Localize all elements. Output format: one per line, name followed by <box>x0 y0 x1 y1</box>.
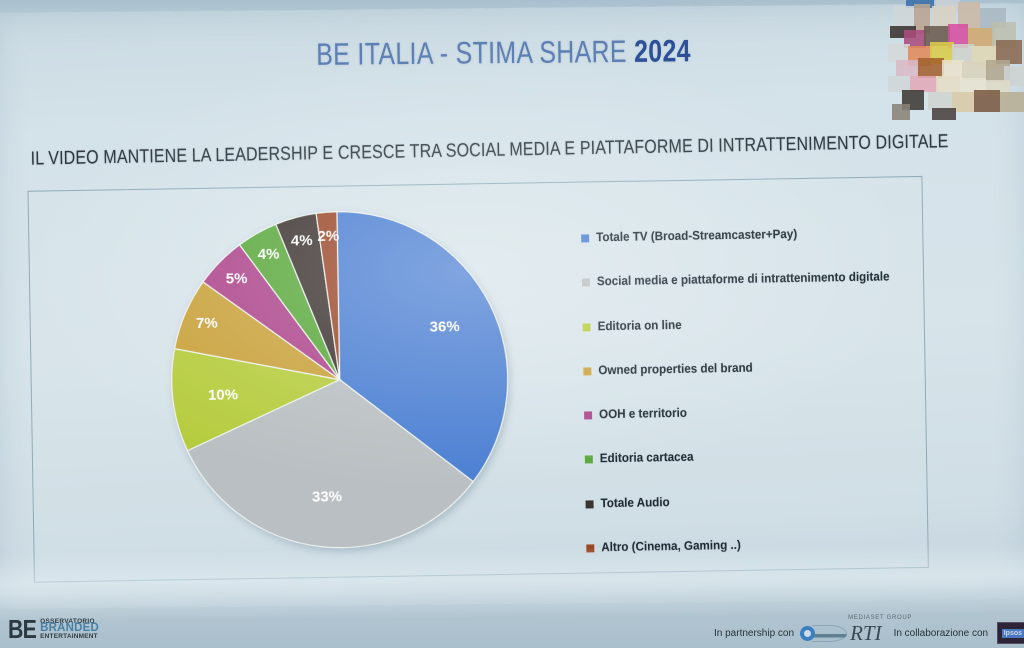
legend-color-swatch-icon <box>582 322 591 332</box>
pie-slice-value-label: 4% <box>291 232 313 249</box>
legend-item[interactable]: Editoria on line <box>582 314 914 364</box>
be-logo-mark: BE <box>8 614 37 644</box>
collaboration-label: In collaborazione con <box>893 627 989 639</box>
gear-icon <box>800 625 816 641</box>
legend-item-label: Totale Audio <box>600 494 670 510</box>
be-logo-wordmark: OSSERVATORIO BRANDED ENTERTAINMENT <box>40 618 99 641</box>
pie-slice-value-label: 33% <box>312 488 342 505</box>
legend-color-swatch-icon <box>584 455 593 464</box>
pie-slice-value-label: 36% <box>429 318 459 335</box>
decorative-mosaic-graphic <box>888 0 1024 120</box>
swoosh-icon <box>812 624 848 642</box>
mosaic-tile <box>892 104 910 120</box>
be-observatory-logo: BE OSSERVATORIO BRANDED ENTERTAINMENT <box>8 616 99 642</box>
pie-slice-value-label: 5% <box>226 270 248 287</box>
mosaic-tile <box>932 108 956 120</box>
legend-item-label: Editoria on line <box>597 317 682 333</box>
pie-chart-svg: 36%33%10%7%5%4%4% 2% <box>171 209 509 549</box>
legend-item[interactable]: Altro (Cinema, Gaming ..) <box>586 535 917 585</box>
ipsos-doxa-logo: Ipsos Doxa <box>997 622 1024 644</box>
pie-slice[interactable] <box>171 346 342 452</box>
mosaic-tile <box>924 26 950 46</box>
legend-item-label: OOH e territorio <box>598 405 688 422</box>
pie-slice[interactable] <box>336 209 509 484</box>
footer-partners: In partnership con MEDIASET GROUP RTI In… <box>714 615 1024 645</box>
rti-wordmark: RTI <box>850 620 882 645</box>
legend-item[interactable]: OOH e territorio <box>584 402 915 452</box>
legend-item[interactable]: Owned properties del brand <box>583 358 914 408</box>
legend-color-swatch-icon <box>584 411 593 420</box>
mosaic-tile <box>928 92 952 110</box>
legend-item-label: Totale TV (Broad-Streamcaster+Pay) <box>596 226 798 245</box>
mosaic-tile <box>934 0 960 10</box>
legend-color-swatch-icon <box>586 544 595 553</box>
legend-color-swatch-icon <box>581 278 590 287</box>
legend-item-label: Owned properties del brand <box>598 360 753 378</box>
legend-item[interactable]: Totale Audio <box>585 491 916 541</box>
mosaic-tile <box>932 6 956 28</box>
pie-slice-value-label: 2% <box>317 227 339 244</box>
mosaic-tile <box>888 44 910 62</box>
pie-slice-value-label: 10% <box>208 386 238 403</box>
mosaic-tile <box>888 76 910 92</box>
legend-color-swatch-icon <box>581 234 590 243</box>
be-logo-line-1: OSSERVATORIO <box>40 617 95 625</box>
mosaic-tile <box>936 76 960 94</box>
presentation-slide: BE ITALIA - STIMA SHARE 2024 IL VIDEO MA… <box>0 3 1024 623</box>
rti-logo: MEDIASET GROUP RTI <box>800 615 911 645</box>
pie-slice-value-label: 7% <box>196 315 218 332</box>
legend-item[interactable]: Totale TV (Broad-Streamcaster+Pay) <box>581 225 912 275</box>
legend-item-label: Altro (Cinema, Gaming ..) <box>601 537 741 555</box>
page-title-year: 2024 <box>633 33 692 69</box>
mosaic-tile <box>894 6 914 28</box>
mediaset-group-label: MEDIASET GROUP <box>848 614 913 621</box>
pie-slices <box>171 209 509 549</box>
mosaic-tile <box>952 44 974 64</box>
legend-color-swatch-icon <box>583 367 592 376</box>
partnership-label: In partnership con <box>714 627 795 639</box>
be-logo-line-3: ENTERTAINMENT <box>40 632 98 640</box>
mosaic-tile <box>958 2 980 28</box>
ipsos-wordmark: Ipsos <box>1001 628 1024 638</box>
legend-item-label: Editoria cartacea <box>599 450 694 466</box>
mosaic-tile <box>1000 92 1024 112</box>
legend-color-swatch-icon <box>585 500 594 509</box>
mosaic-tile <box>974 90 1000 112</box>
mosaic-tile <box>904 30 926 48</box>
mosaic-tile <box>952 92 974 112</box>
mosaic-tile <box>918 58 944 78</box>
page-title-text: BE ITALIA - STIMA SHARE <box>316 33 635 72</box>
mosaic-tile <box>896 60 920 76</box>
page-title: BE ITALIA - STIMA SHARE 2024 <box>94 31 914 75</box>
legend-item[interactable]: Editoria cartacea <box>584 446 916 496</box>
mosaic-tile <box>968 28 994 46</box>
mosaic-tile <box>942 60 964 80</box>
chart-legend: Totale TV (Broad-Streamcaster+Pay) Social… <box>581 225 917 585</box>
slide-subtitle: IL VIDEO MANTIENE LA LEADERSHIP E CRESCE… <box>30 131 949 170</box>
legend-item[interactable]: Social media e piattaforme di intratteni… <box>581 269 913 319</box>
pie-chart[interactable]: 36% 33% 10% 7% 5% 4% 4% 2% <box>162 202 518 558</box>
be-logo-line-2: BRANDED <box>40 622 100 635</box>
pie-slice-labels: 36%33%10%7%5%4%4% 2% <box>196 227 460 505</box>
pie-slice-value-label: 4% <box>258 246 280 263</box>
mosaic-tile <box>910 76 938 92</box>
pie-slice[interactable] <box>315 211 341 380</box>
mosaic-tile <box>962 62 988 80</box>
